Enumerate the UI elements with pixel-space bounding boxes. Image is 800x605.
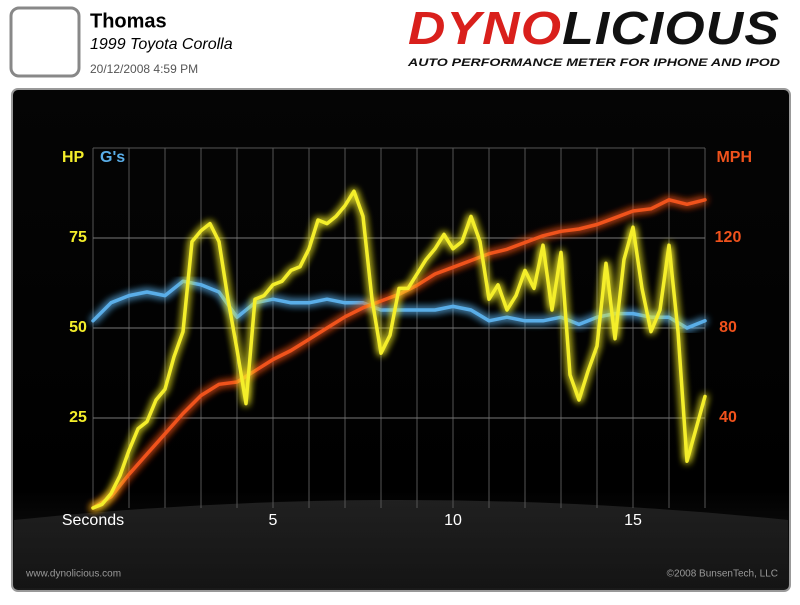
legend-label: HP xyxy=(62,149,85,166)
logo-red: DYNO xyxy=(408,2,562,54)
y2-tick-label: 120 xyxy=(715,229,742,246)
footer-site: www.dynolicious.com xyxy=(25,569,121,580)
y-tick-label: 75 xyxy=(69,229,87,246)
user-name: Thomas xyxy=(90,10,167,32)
avatar[interactable] xyxy=(9,6,81,78)
x-tick-label: 5 xyxy=(269,512,278,529)
chart-panel xyxy=(11,88,791,592)
series-line xyxy=(91,279,707,330)
y2-tick-label: 80 xyxy=(719,319,737,336)
car-model: 1999 Toyota Corolla xyxy=(90,36,233,53)
series-line xyxy=(91,189,707,510)
x-tick-label: 10 xyxy=(444,512,462,529)
legend-label: G's xyxy=(100,149,125,166)
tagline: AUTO PERFORMANCE METER FOR IPHONE AND IP… xyxy=(407,57,780,69)
session-date: 20/12/2008 4:59 PM xyxy=(90,62,198,76)
floor-reflection xyxy=(14,500,788,588)
legend-label: MPH xyxy=(716,149,752,166)
plot: 25 50 75 40 80 120 Seconds 5 10 15 HP G's MPH xyxy=(62,147,752,529)
y2-tick-label: 40 xyxy=(719,409,737,426)
logo-black: LICIOUS xyxy=(562,2,780,54)
x-tick-label: Seconds xyxy=(62,512,124,529)
logo: DYNO LICIOUS xyxy=(408,2,780,54)
footer-copyright: ©2008 BunsenTech, LLC xyxy=(667,569,778,580)
x-tick-label: 15 xyxy=(624,512,642,529)
y-tick-label: 50 xyxy=(69,319,87,336)
y-tick-label: 25 xyxy=(69,409,87,426)
